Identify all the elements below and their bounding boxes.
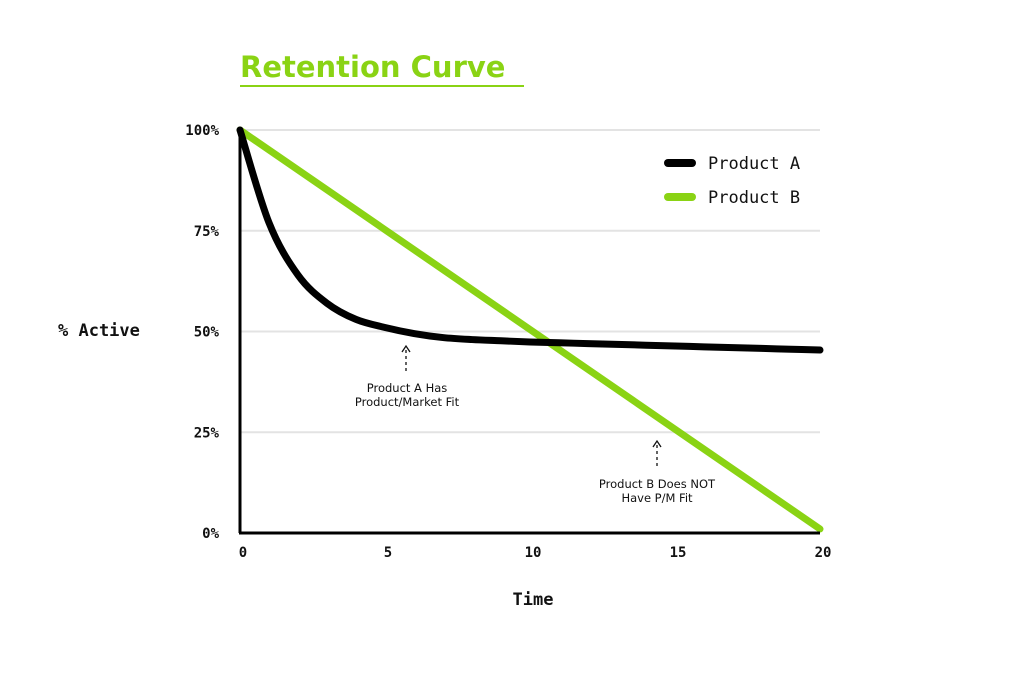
annotation-text: Product A Has bbox=[367, 381, 448, 395]
y-axis-label: % Active bbox=[58, 321, 140, 341]
series-line-product-b bbox=[236, 126, 824, 533]
x-axis-label: Time bbox=[513, 590, 554, 610]
annotation-arrowhead bbox=[652, 439, 662, 448]
x-tick-label: 5 bbox=[384, 545, 392, 561]
y-tick-label: 25% bbox=[194, 425, 220, 441]
legend: Product A Product B bbox=[664, 154, 800, 208]
x-axis-ticks: 0 5 10 15 20 bbox=[239, 545, 832, 561]
y-tick-label: 50% bbox=[194, 325, 220, 341]
x-tick-label: 0 bbox=[239, 545, 247, 561]
x-tick-label: 20 bbox=[815, 545, 832, 561]
y-tick-label: 75% bbox=[194, 224, 220, 240]
annotation-text: Product/Market Fit bbox=[355, 395, 460, 409]
series-line-product-a bbox=[236, 126, 824, 354]
series-lines bbox=[236, 126, 824, 533]
legend-label: Product A bbox=[708, 154, 800, 174]
annotation-arrowhead bbox=[401, 344, 411, 353]
legend-label: Product B bbox=[708, 188, 800, 208]
annotation-text: Have P/M Fit bbox=[621, 491, 693, 505]
chart-title: Retention Curve bbox=[240, 50, 505, 84]
y-axis-ticks: 0% 25% 50% 75% 100% bbox=[185, 123, 219, 542]
y-tick-label: 0% bbox=[202, 526, 219, 542]
annotation-text: Product B Does NOT bbox=[599, 477, 716, 491]
axes bbox=[238, 128, 820, 535]
y-tick-label: 100% bbox=[185, 123, 219, 139]
x-tick-label: 15 bbox=[670, 545, 687, 561]
x-tick-label: 10 bbox=[525, 545, 542, 561]
grid-lines bbox=[240, 129, 820, 434]
